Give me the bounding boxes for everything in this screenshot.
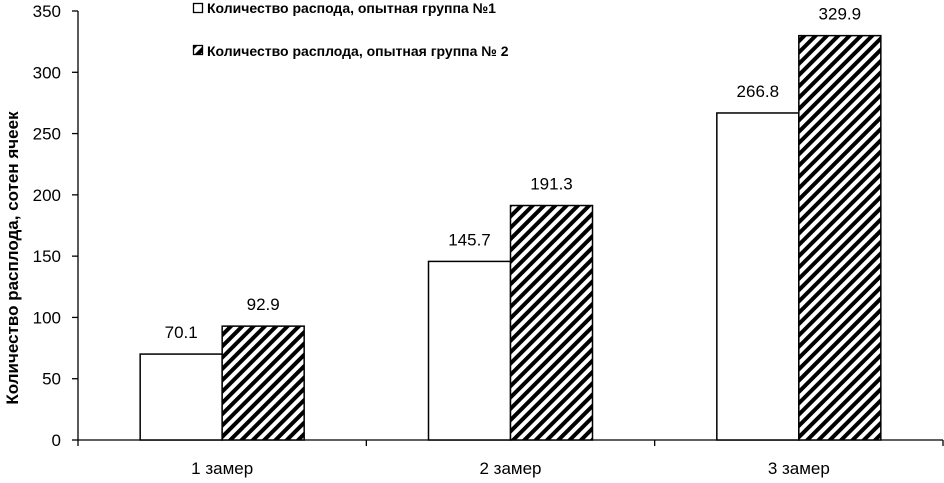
data-label-series-1: 266.8 (737, 82, 780, 101)
legend-swatch-group-1 (192, 2, 204, 14)
y-axis-title: Количество расплода, сотен ячеек (3, 111, 22, 405)
bar-series-1 (716, 112, 800, 441)
legend-item-group-1: Количество распода, опытная группа №1 (192, 0, 496, 16)
y-tick-label: 150 (33, 247, 61, 266)
bar-series-1 (139, 353, 223, 441)
data-label-series-2: 191.3 (530, 175, 573, 194)
legend-label-group-2: Количество расплода, опытная группа № 2 (207, 43, 509, 59)
bar-series-1 (427, 260, 512, 441)
y-tick-label: 100 (33, 308, 61, 327)
y-tick-label: 300 (33, 63, 61, 82)
x-category-label: 2 замер (479, 459, 541, 478)
bar-series-2 (221, 325, 305, 441)
legend-label-group-1: Количество распода, опытная группа №1 (207, 0, 496, 16)
data-labels: 70.1 92.9 145.7 191.3 266.8 329.9 (165, 5, 861, 342)
x-category-label: 1 замер (191, 459, 253, 478)
data-label-series-2: 329.9 (819, 5, 862, 24)
legend: Количество распода, опытная группа №1 Ко… (192, 0, 509, 59)
y-tick-label: 250 (33, 125, 61, 144)
bar-series-2 (798, 34, 882, 441)
x-axis: 1 замер 2 замер 3 замер (77, 439, 944, 478)
y-tick-label: 50 (42, 370, 61, 389)
legend-item-group-2: Количество расплода, опытная группа № 2 (192, 43, 509, 59)
x-category-label: 3 замер (768, 459, 830, 478)
data-label-series-2: 92.9 (247, 295, 280, 314)
bars (139, 34, 882, 441)
legend-swatch-group-2 (192, 44, 204, 56)
data-label-series-1: 145.7 (448, 230, 491, 249)
y-axis: 0 50 100 150 200 250 300 350 (33, 2, 79, 450)
data-label-series-1: 70.1 (165, 323, 198, 342)
bar-series-2 (509, 204, 594, 441)
y-tick-label: 350 (33, 2, 61, 21)
y-tick-label: 200 (33, 186, 61, 205)
y-tick-label: 0 (52, 431, 61, 450)
